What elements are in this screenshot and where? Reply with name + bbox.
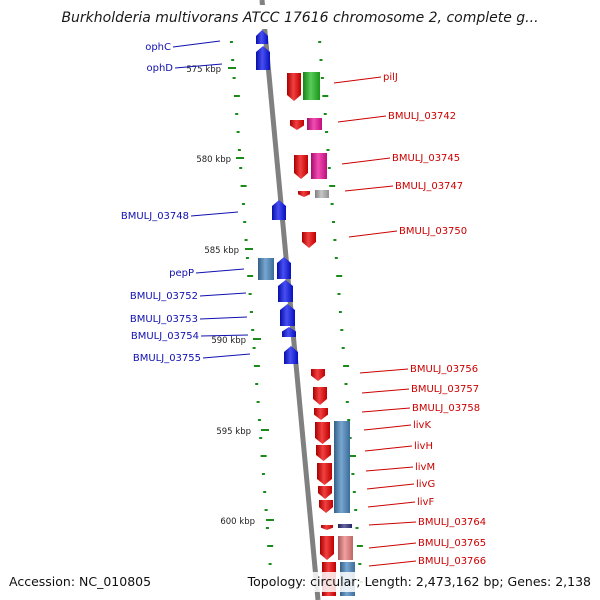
topology-text: Topology: circular; Length: 2,473,162 bp… — [247, 574, 591, 589]
feature-BMULJ_03747-a[interactable] — [298, 191, 310, 197]
feature-BMULJ_03748[interactable] — [272, 200, 286, 220]
minor-ticks — [227, 5, 363, 583]
gene-label-BMULJ_03748[interactable]: BMULJ_03748 — [121, 211, 189, 222]
tick-580: 580 kbp — [196, 155, 244, 165]
gene-label-livM[interactable]: livM — [415, 462, 435, 473]
feature-BMULJ_03742-b[interactable] — [307, 118, 322, 130]
gene-label-livG[interactable]: livG — [416, 479, 435, 490]
tick-label-600: 600 kbp — [220, 517, 255, 527]
accession-text: Accession: NC_010805 — [9, 574, 151, 589]
gene-label-livF[interactable]: livF — [417, 497, 434, 508]
feature-livK[interactable] — [315, 422, 330, 444]
right-gene-labels: pilJ BMULJ_03742 BMULJ_03745 BMULJ_03747… — [333, 72, 486, 567]
feature-liv-operon[interactable] — [334, 421, 350, 513]
gene-label-livK[interactable]: livK — [413, 420, 431, 431]
gene-label-BMULJ_03747[interactable]: BMULJ_03747 — [395, 181, 463, 192]
feature-BMULJ_03757[interactable] — [313, 387, 327, 405]
feature-BMULJ_03764-a[interactable] — [321, 525, 333, 530]
tick-600: 600 kbp — [220, 517, 274, 527]
gene-label-BMULJ_03755[interactable]: BMULJ_03755 — [133, 353, 201, 364]
gene-label-BMULJ_03756[interactable]: BMULJ_03756 — [410, 364, 478, 375]
feature-livM[interactable] — [317, 463, 332, 485]
title-backdrop — [55, 5, 545, 29]
gene-label-BMULJ_03765[interactable]: BMULJ_03765 — [418, 538, 486, 549]
feature-BMULJ_03747-b[interactable] — [315, 190, 329, 198]
tick-label-585: 585 kbp — [204, 246, 239, 256]
feature-livH[interactable] — [316, 445, 331, 461]
feature-BMULJ_03765-b[interactable] — [338, 536, 353, 560]
tick-label-580: 580 kbp — [196, 155, 231, 165]
feature-BMULJ_03752[interactable] — [278, 280, 293, 302]
gene-label-BMULJ_03752[interactable]: BMULJ_03752 — [130, 291, 198, 302]
feature-BMULJ_03750[interactable] — [302, 232, 316, 248]
gene-label-BMULJ_03757[interactable]: BMULJ_03757 — [411, 384, 479, 395]
tick-label-595: 595 kbp — [216, 427, 251, 437]
feature-BMULJ_03745-a[interactable] — [294, 155, 308, 179]
tick-585: 585 kbp — [204, 246, 253, 256]
gene-label-BMULJ_03750[interactable]: BMULJ_03750 — [399, 226, 467, 237]
feature-BMULJ_03745-b[interactable] — [311, 153, 327, 179]
gene-label-BMULJ_03742[interactable]: BMULJ_03742 — [388, 111, 456, 122]
major-ticks: 575 kbp 580 kbp 585 kbp 590 kbp 595 kbp … — [186, 65, 274, 527]
feature-BMULJ_03755[interactable] — [284, 346, 298, 364]
feature-livG[interactable] — [318, 486, 332, 499]
gene-label-BMULJ_03754[interactable]: BMULJ_03754 — [131, 331, 199, 342]
tick-label-590: 590 kbp — [211, 336, 246, 346]
gene-label-ophD[interactable]: ophD — [146, 63, 173, 74]
gene-label-ophC[interactable]: ophC — [145, 42, 171, 53]
feature-livF[interactable] — [319, 500, 333, 513]
tick-label-575: 575 kbp — [186, 65, 221, 75]
feature-pilJ-b[interactable] — [303, 72, 320, 100]
map-title: Burkholderia multivorans ATCC 17616 chro… — [61, 10, 538, 26]
gene-label-BMULJ_03753[interactable]: BMULJ_03753 — [130, 314, 198, 325]
gene-label-BMULJ_03745[interactable]: BMULJ_03745 — [392, 153, 460, 164]
feature-BMULJ_03742-a[interactable] — [290, 120, 304, 130]
gene-label-livH[interactable]: livH — [414, 441, 433, 452]
feature-BMULJ_03753[interactable] — [280, 304, 295, 326]
feature-ophC[interactable] — [256, 30, 268, 44]
feature-pepP-b[interactable] — [277, 257, 291, 279]
tick-595: 595 kbp — [216, 427, 269, 437]
footer-backdrop — [0, 572, 600, 592]
left-gene-labels: ophC ophD BMULJ_03748 pepP BMULJ_03752 B… — [121, 40, 251, 364]
gene-label-BMULJ_03766[interactable]: BMULJ_03766 — [418, 556, 486, 567]
feature-pilJ-a[interactable] — [287, 73, 301, 101]
feature-BMULJ_03756[interactable] — [311, 369, 325, 381]
feature-pepP-a[interactable] — [258, 258, 274, 280]
tick-575: 575 kbp — [186, 65, 236, 75]
feature-ophD[interactable] — [256, 46, 270, 70]
feature-BMULJ_03758[interactable] — [314, 408, 328, 420]
gene-label-BMULJ_03764[interactable]: BMULJ_03764 — [418, 517, 486, 528]
feature-BMULJ_03754[interactable] — [282, 327, 296, 337]
gene-label-BMULJ_03758[interactable]: BMULJ_03758 — [412, 403, 480, 414]
feature-BMULJ_03764-b[interactable] — [338, 524, 352, 528]
gene-label-pepP[interactable]: pepP — [169, 268, 194, 279]
tick-590: 590 kbp — [211, 336, 261, 346]
feature-BMULJ_03765-a[interactable] — [320, 536, 334, 560]
gene-label-pilJ[interactable]: pilJ — [383, 72, 398, 83]
